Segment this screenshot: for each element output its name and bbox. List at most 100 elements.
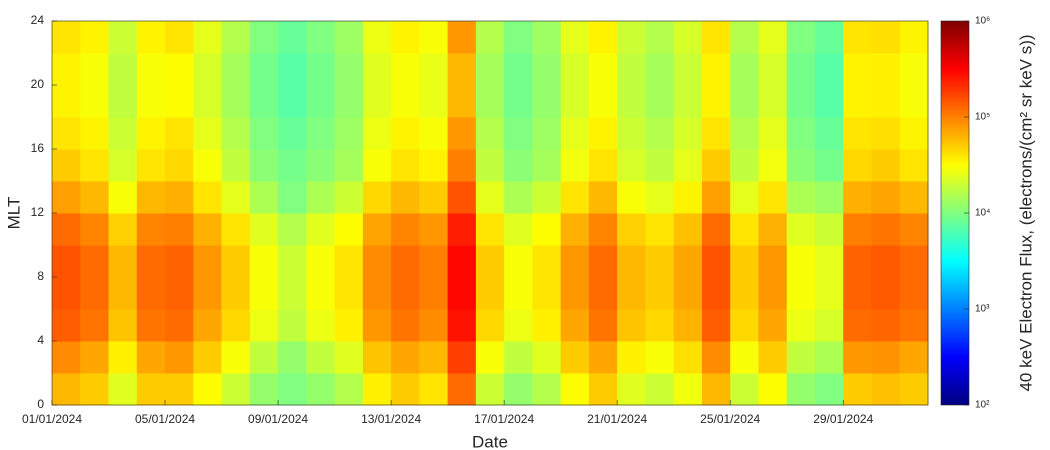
heatmap-cell [475, 21, 505, 54]
heatmap-cell [362, 213, 392, 246]
y-axis-label: MLT [4, 197, 23, 230]
heatmap-cell [419, 117, 449, 150]
heatmap-cell [871, 213, 901, 246]
heatmap-cell [504, 85, 533, 118]
heatmap-cell [730, 149, 759, 182]
heatmap-cell [391, 277, 420, 310]
heatmap-cell [447, 53, 477, 86]
heatmap-cell [136, 341, 166, 374]
heatmap-cell [814, 117, 844, 150]
heatmap-cell [419, 21, 449, 54]
heatmap-cell [447, 373, 477, 406]
heatmap-cell [673, 21, 703, 54]
heatmap-cell [80, 53, 110, 86]
heatmap-cell [843, 309, 872, 342]
heatmap-cell [447, 181, 477, 214]
heatmap-cell [52, 21, 81, 54]
heatmap-cell [504, 213, 533, 246]
heatmap-cell [165, 21, 194, 54]
heatmap-cell [532, 21, 562, 54]
heatmap-cell [786, 149, 816, 182]
heatmap-cell [730, 181, 759, 214]
heatmap-cell [532, 85, 562, 118]
heatmap-cell [249, 181, 279, 214]
heatmap-cell [786, 245, 816, 278]
heatmap-cell [758, 341, 788, 374]
heatmap-cell [758, 213, 788, 246]
heatmap-cell [673, 373, 703, 406]
heatmap-cell [786, 341, 816, 374]
heatmap-cell [588, 181, 618, 214]
heatmap-cell [899, 21, 929, 54]
y-tick-label: 0 [37, 397, 44, 411]
heatmap-cell [814, 213, 844, 246]
heatmap-cell [52, 181, 81, 214]
heatmap-cell [165, 245, 194, 278]
heatmap-cell [391, 53, 420, 86]
heatmap-cell [52, 341, 81, 374]
heatmap-cell [871, 149, 901, 182]
heatmap-cell [701, 149, 731, 182]
heatmap-cell [108, 149, 138, 182]
heatmap-cell [617, 309, 646, 342]
heatmap-cell [701, 309, 731, 342]
heatmap-cell [532, 341, 562, 374]
heatmap-cell [193, 149, 223, 182]
heatmap-cell [362, 309, 392, 342]
x-tick-label: 13/01/2024 [361, 412, 421, 426]
heatmap-cell [165, 373, 194, 406]
heatmap-cell [730, 309, 759, 342]
heatmap-cell [249, 85, 279, 118]
heatmap-cell [560, 149, 590, 182]
heatmap-cell [419, 213, 449, 246]
heatmap-cell [504, 309, 533, 342]
heatmap-cell [278, 213, 307, 246]
heatmap-cell [136, 309, 166, 342]
heatmap-cell [306, 245, 336, 278]
heatmap-cell [362, 149, 392, 182]
heatmap-cell [617, 341, 646, 374]
heatmap-cell [504, 341, 533, 374]
heatmap-cell [108, 21, 138, 54]
heatmap-cell [136, 149, 166, 182]
heatmap-cell [221, 85, 251, 118]
heatmap-cell [447, 21, 477, 54]
heatmap-cell [306, 373, 336, 406]
heatmap-cell [334, 245, 364, 278]
heatmap-cell [645, 245, 675, 278]
heatmap-cell [871, 117, 901, 150]
heatmap-cell [52, 213, 81, 246]
heatmap-cell [362, 277, 392, 310]
x-tick-label: 21/01/2024 [587, 412, 647, 426]
heatmap-cell [391, 245, 420, 278]
heatmap-cell [80, 341, 110, 374]
heatmap-cell [475, 245, 505, 278]
heatmap-cell [362, 53, 392, 86]
heatmap-cell [899, 181, 929, 214]
heatmap-cell [52, 117, 81, 150]
heatmap-cell [193, 341, 223, 374]
heatmap-cell [475, 85, 505, 118]
heatmap-cell [80, 149, 110, 182]
heatmap-cell [617, 149, 646, 182]
heatmap-cell [52, 309, 81, 342]
colorbar-tick-label: 10⁶ [975, 16, 990, 27]
colorbar-tick-label: 10² [975, 400, 990, 411]
heatmap-cell [278, 85, 307, 118]
heatmap-cell [221, 53, 251, 86]
heatmap-cell [475, 213, 505, 246]
heatmap-cell [871, 309, 901, 342]
heatmap-cell [80, 373, 110, 406]
heatmap-cell [701, 341, 731, 374]
heatmap-cell [136, 181, 166, 214]
heatmap-cell [193, 309, 223, 342]
heatmap-cell [560, 53, 590, 86]
heatmap-cell [617, 21, 646, 54]
heatmap-cell [758, 181, 788, 214]
heatmap-cell [249, 245, 279, 278]
heatmap-cell [758, 21, 788, 54]
heatmap-cell [419, 309, 449, 342]
heatmap-cell [52, 149, 81, 182]
heatmap-cell [532, 309, 562, 342]
